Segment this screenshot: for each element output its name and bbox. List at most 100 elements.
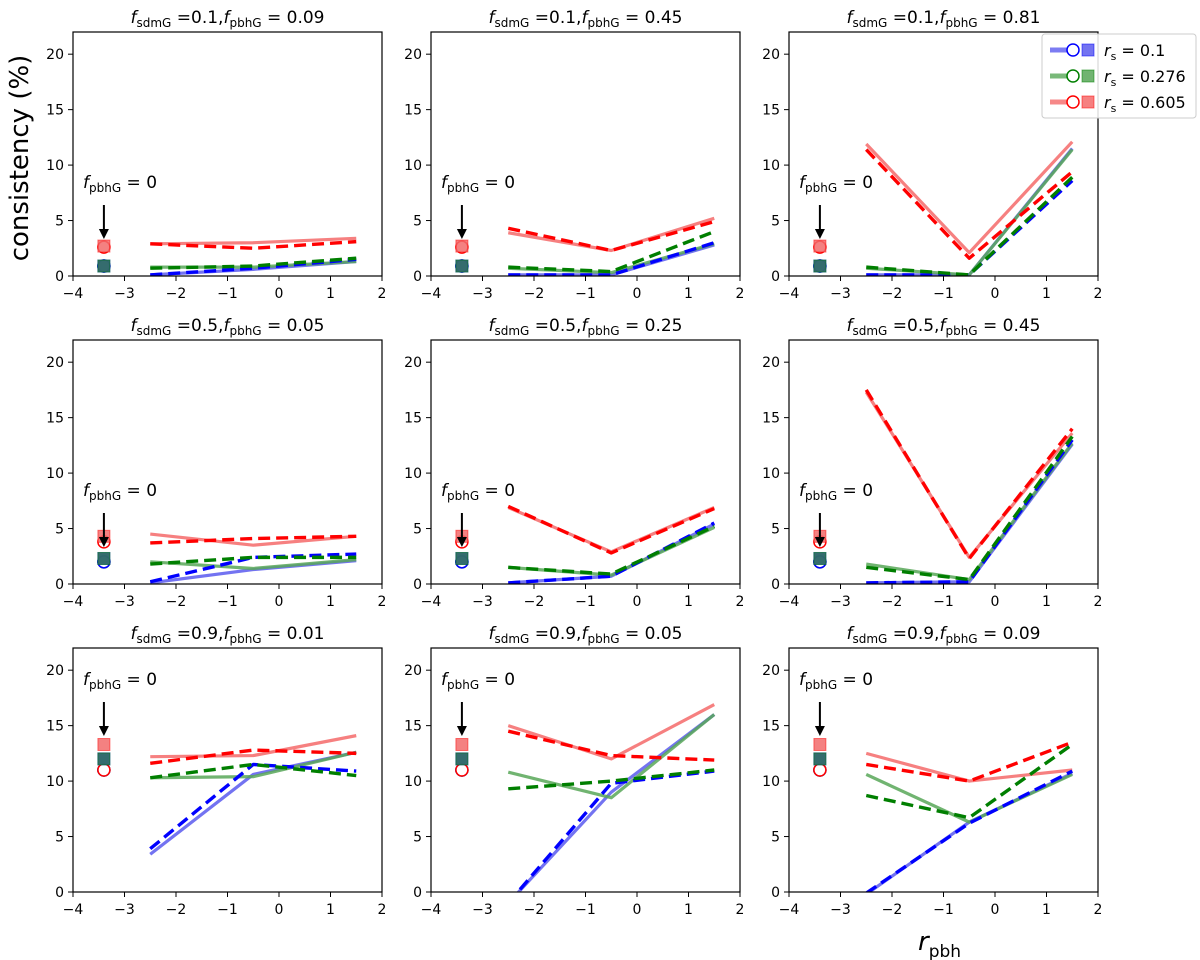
series-line-green-solid (507, 713, 716, 800)
title-f1: f (847, 316, 856, 336)
y-tick-label: 15 (404, 719, 422, 735)
legend-swatch-circle (1066, 95, 1080, 109)
y-tick-label: 5 (55, 214, 64, 230)
panel-7: fsdmG =0.9,fpbhG = 0.01−4 −3 −2 −1 0 1 2051015… (46, 624, 386, 918)
y-tick-label: 0 (55, 577, 64, 593)
annotation-arrow-head (456, 537, 467, 547)
panel-title: fsdmG =0.1,fpbhG = 0.09 (131, 8, 325, 30)
title-f1: f (489, 316, 498, 336)
marker-square-red (455, 239, 469, 253)
x-tick-label: −1 (575, 594, 596, 610)
legend-swatch-circle (1066, 69, 1080, 83)
annotation-rest: = 0 (121, 670, 157, 690)
x-tick-label: 2 (1094, 594, 1103, 610)
x-tick-label: 2 (1094, 902, 1103, 918)
series-line-green-solid (150, 750, 357, 780)
title-sub2: pbhG (587, 632, 619, 646)
x-tick-label: −1 (575, 902, 596, 918)
title-f2: f (581, 316, 590, 336)
y-tick-label: 0 (771, 577, 780, 593)
y-tick-label: 10 (404, 158, 422, 174)
marker-square-green (455, 259, 469, 273)
series-line-red-dashed (507, 504, 715, 555)
series-line-blue-solid (866, 771, 1073, 892)
y-tick-label: 20 (46, 47, 64, 63)
panel-3: fsdmG =0.1,fpbhG = 0.81−4 −3 −2 −1 0 1 2051015… (762, 8, 1102, 302)
annotation-sub: pbhG (447, 489, 479, 503)
panel-frame (788, 647, 1099, 893)
annotation-text: fpbhG = 0 (83, 481, 157, 503)
series-line-green-solid (866, 442, 1074, 582)
legend-label-sub: s (1111, 50, 1117, 63)
y-tick-label: 10 (404, 774, 422, 790)
legend-label: rs = 0.1 (1104, 41, 1165, 63)
series-line-blue-dashed (508, 521, 716, 584)
legend-label-value: = 0.1 (1116, 41, 1165, 60)
y-tick-label: 15 (762, 411, 780, 427)
x-tick-label: 2 (378, 594, 387, 610)
legend-label-sub: s (1111, 76, 1117, 89)
y-tick-label: 15 (404, 411, 422, 427)
title-f2: f (939, 316, 948, 336)
title-rest: = 0.09 (978, 624, 1041, 644)
y-tick-label: 15 (46, 103, 64, 119)
annotation-rest: = 0 (479, 670, 515, 690)
annotation-arrow-head (814, 537, 825, 547)
series-line-red-dashed (864, 389, 1074, 561)
series-line-red-dashed (150, 534, 357, 545)
y-tick-label: 20 (404, 47, 422, 63)
title-f2: f (223, 624, 232, 644)
annotation-rest: = 0 (479, 481, 515, 501)
legend-swatch-square (1081, 95, 1095, 109)
marker-square-green (455, 752, 469, 766)
y-tick-label: 5 (55, 522, 64, 538)
panel-title: fsdmG =0.9,fpbhG = 0.09 (847, 624, 1041, 646)
x-tick-label: 1 (326, 286, 335, 302)
y-tick-label: 5 (413, 214, 422, 230)
series-line-red-dashed (865, 148, 1074, 260)
x-tick-label: 1 (684, 594, 693, 610)
title-f1: f (489, 624, 498, 644)
x-tick-label: 0 (633, 902, 642, 918)
x-tick-label: −4 (63, 594, 84, 610)
legend-swatch-square (1081, 69, 1095, 83)
y-tick-label: 15 (404, 103, 422, 119)
annotation-sub: pbhG (805, 489, 837, 503)
title-mid: =0.1, (171, 8, 223, 28)
x-tick-label: −2 (166, 286, 187, 302)
annotation-text: fpbhG = 0 (441, 670, 515, 692)
title-f2: f (581, 624, 590, 644)
title-sub2: pbhG (587, 324, 619, 338)
series-group (864, 389, 1074, 584)
y-tick-label: 20 (762, 663, 780, 679)
marker-square-red (813, 737, 827, 751)
x-tick-label: −2 (882, 902, 903, 918)
series-line-green-dashed (150, 762, 357, 780)
x-tick-label: 2 (736, 902, 745, 918)
annotation-rest: = 0 (837, 481, 873, 501)
series-line-green-solid (866, 148, 1074, 276)
x-tick-label: −3 (472, 594, 493, 610)
series-line-green-solid (150, 259, 357, 269)
y-tick-label: 20 (46, 355, 64, 371)
x-tick-label: −3 (830, 286, 851, 302)
x-tick-label: −1 (933, 902, 954, 918)
title-sub1: sdmG (495, 632, 530, 646)
panel-6: fsdmG =0.5,fpbhG = 0.45−4 −3 −2 −1 0 1 2051015… (762, 316, 1102, 610)
y-tick-label: 10 (762, 158, 780, 174)
title-sub2: pbhG (229, 16, 261, 30)
x-tick-label: −2 (524, 902, 545, 918)
marker-square-green (97, 259, 111, 273)
series-line-green-dashed (150, 256, 357, 270)
series-group (150, 236, 357, 276)
series-line-blue-solid (516, 713, 716, 892)
legend-swatch-square (1081, 43, 1095, 57)
series-group (865, 740, 1074, 892)
x-tick-label: −3 (472, 286, 493, 302)
series-line-red-solid (865, 751, 1073, 783)
x-tick-label: −3 (114, 594, 135, 610)
x-tick-label: −3 (472, 902, 493, 918)
panel-2: fsdmG =0.1,fpbhG = 0.45−4 −3 −2 −1 0 1 2051015… (404, 8, 744, 302)
annotation-f: f (441, 173, 450, 193)
x-tick-label: −2 (166, 902, 187, 918)
